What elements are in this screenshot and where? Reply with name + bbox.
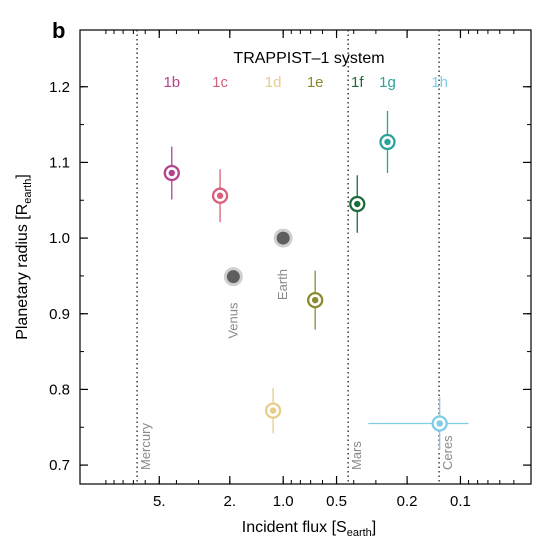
- y-tick-label: 1.1: [49, 154, 70, 171]
- plot-frame: [79, 29, 532, 485]
- chart-title: TRAPPIST–1 system: [233, 50, 384, 67]
- y-axis-title-sub: earth: [22, 179, 34, 204]
- y-tick-label: 1.0: [49, 230, 70, 247]
- panel-label: b: [52, 18, 65, 43]
- y-axis-title-main: Planetary radius [R: [14, 204, 31, 340]
- reference-planet-venus: [226, 270, 240, 284]
- y-tick-label: 1.2: [49, 79, 70, 96]
- planet-label-1e: 1e: [307, 74, 324, 91]
- y-tick-label: 0.9: [49, 306, 70, 323]
- x-axis-title-end: ]: [372, 519, 376, 536]
- y-axis-title: Planetary radius [Rearth]: [14, 174, 34, 340]
- error-bars: [171, 110, 469, 450]
- reference-planet-label-venus: Venus: [225, 302, 240, 339]
- data-point-core-1b: [168, 169, 175, 177]
- reference-line-label-mars: Mars: [349, 441, 364, 470]
- data-point-core-1g: [384, 138, 391, 146]
- reference-planets: Venus Earth: [223, 228, 293, 339]
- planet-label-1d: 1d: [265, 74, 282, 91]
- data-point-core-1e: [311, 296, 319, 304]
- data-point-core-1h: [436, 420, 443, 427]
- data-point-core-1d: [269, 407, 277, 414]
- data-point-core-1c: [216, 192, 224, 199]
- y-axis-title-end: ]: [14, 174, 31, 178]
- reference-planet-label-earth: Earth: [275, 269, 290, 300]
- x-axis-title-sub: earth: [347, 527, 372, 539]
- y-axis: 0.7 0.8 0.9 1.0 1.1 1.2: [49, 79, 531, 474]
- data-points: [163, 133, 448, 432]
- data-point-core-1f: [354, 200, 361, 208]
- planet-label-1b: 1b: [163, 74, 180, 91]
- reference-lines: Mercury Mars Ceres: [136, 30, 455, 484]
- x-tick-label: 0.5: [326, 493, 347, 510]
- planet-label-1h: 1h: [431, 74, 448, 91]
- reference-planet-earth: [276, 231, 290, 245]
- x-tick-label: 0.1: [450, 493, 471, 510]
- planet-labels: 1b 1c 1d 1e 1f 1g 1h: [163, 74, 448, 91]
- x-axis-title: Incident flux [Searth]: [242, 519, 376, 539]
- x-tick-label: 5.: [153, 493, 166, 510]
- reference-line-label-mercury: Mercury: [138, 423, 153, 470]
- x-axis-title-main: Incident flux [S: [242, 519, 347, 536]
- planet-label-1c: 1c: [212, 74, 228, 91]
- planet-label-1f: 1f: [351, 74, 364, 91]
- y-tick-label: 0.8: [49, 381, 70, 398]
- x-tick-label: 2.: [224, 493, 237, 510]
- x-tick-label: 0.2: [397, 493, 418, 510]
- x-axis: 5. 2. 1.0 0.5 0.2 0.1: [105, 30, 515, 510]
- planet-label-1g: 1g: [379, 74, 396, 91]
- reference-line-label-ceres: Ceres: [440, 435, 455, 470]
- y-tick-label: 0.7: [49, 457, 70, 474]
- x-tick-label: 1.0: [273, 493, 294, 510]
